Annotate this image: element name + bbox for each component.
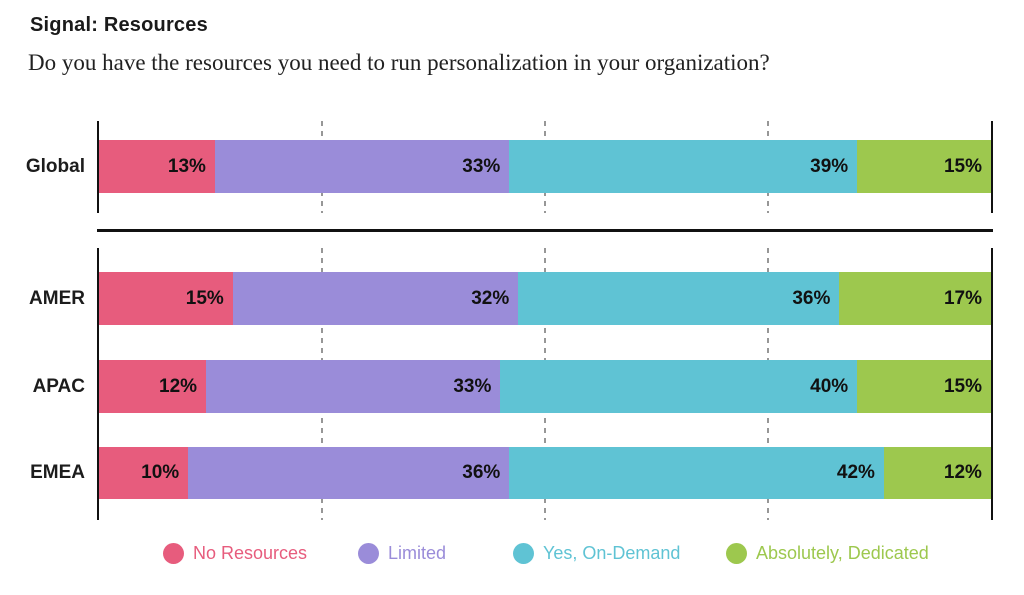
value-label: 33% [453,375,492,397]
value-label: 39% [810,155,849,177]
segment-yes-on-demand: 39% [509,140,858,193]
value-label: 10% [141,462,180,483]
row-label-amer: AMER [29,287,85,309]
legend-swatch-absolutely-dedicated [726,543,747,564]
value-label: 36% [462,462,501,483]
legend-item-absolutely-dedicated: Absolutely, Dedicated [726,543,929,564]
value-label: 12% [943,462,982,483]
segment-limited: 33% [214,140,510,193]
value-label: 36% [792,287,831,309]
value-label: 33% [462,155,501,177]
row-label-apac: APAC [32,375,85,397]
legend-swatch-limited [358,543,379,564]
segment-absolutely-dedicated: 12% [883,447,991,499]
segment-limited: 32% [232,272,519,325]
value-label: 40% [810,375,849,397]
bar-row-emea: 10% 36% 42% 12% [99,447,991,499]
segment-absolutely-dedicated: 15% [857,140,991,193]
segment-yes-on-demand: 40% [500,360,858,413]
segment-yes-on-demand: 36% [518,272,840,325]
segment-no-resources: 10% [99,447,189,499]
value-label: 15% [185,287,224,309]
section-divider [97,229,993,232]
row-label-emea: EMEA [30,462,85,483]
value-label: 17% [943,287,982,309]
row-label-global: Global [25,155,85,177]
segment-no-resources: 15% [99,272,233,325]
regions-section: 15% 32% 36% 17% 12% 33% 40% 15% 10% 36% 42% 12% [97,248,993,520]
legend-label: No Resources [193,543,308,563]
global-section: 13% 33% 39% 15% [97,121,993,213]
value-label: 15% [943,375,982,397]
segment-absolutely-dedicated: 15% [857,360,991,413]
value-label: 42% [836,462,875,483]
legend: No Resources Limited Yes, On-Demand Absolut… [97,543,993,573]
bar-row-amer: 15% 32% 36% 17% [99,272,991,325]
stacked-bar-chart: 13% 33% 39% 15% 15% 32% 36% 17% 12% 33% 40% 15% 10%… [97,0,993,595]
legend-label: Limited [388,543,447,563]
segment-limited: 36% [188,447,510,499]
segment-yes-on-demand: 42% [509,447,884,499]
legend-item-limited: Limited [358,543,446,564]
chart-question: Do you have the resources you need to ru… [28,50,770,75]
value-label: 13% [167,155,206,177]
segment-limited: 33% [206,360,501,413]
chart-title: Signal: Resources [30,14,208,36]
legend-item-no-resources: No Resources [163,543,307,564]
value-label: 32% [471,287,510,309]
legend-swatch-yes-on-demand [513,543,534,564]
segment-no-resources: 13% [99,140,215,193]
bar-row-global: 13% 33% 39% 15% [99,140,991,193]
segment-no-resources: 12% [99,360,207,413]
value-label: 12% [159,375,198,397]
legend-label: Absolutely, Dedicated [756,543,929,563]
segment-absolutely-dedicated: 17% [839,272,991,325]
legend-item-yes-on-demand: Yes, On-Demand [513,543,680,564]
bar-row-apac: 12% 33% 40% 15% [99,360,991,413]
value-label: 15% [943,155,982,177]
legend-label: Yes, On-Demand [543,543,681,563]
legend-swatch-no-resources [163,543,184,564]
